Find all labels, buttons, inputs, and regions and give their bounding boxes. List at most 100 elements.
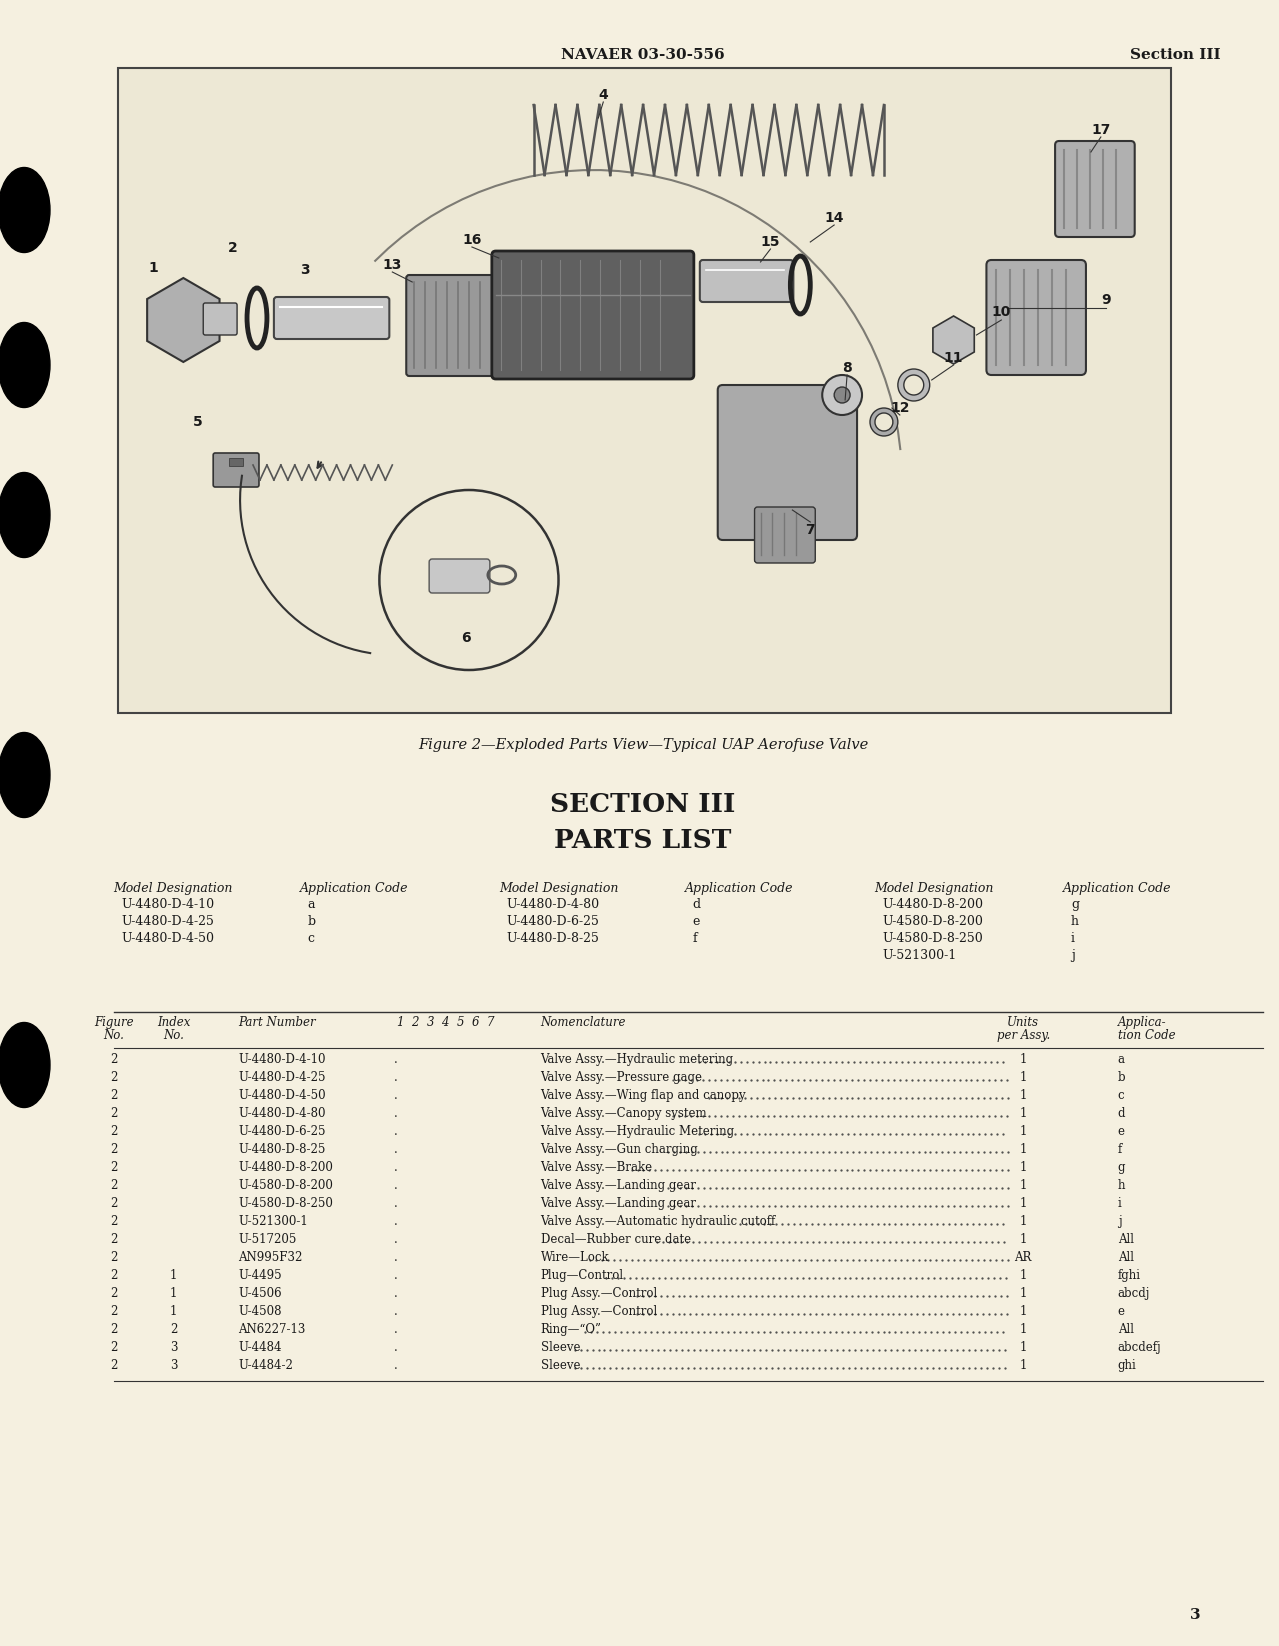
Text: f: f bbox=[693, 932, 697, 945]
Text: Model Designation: Model Designation bbox=[874, 882, 994, 895]
Text: Application Code: Application Code bbox=[299, 882, 408, 895]
Text: U-521300-1: U-521300-1 bbox=[238, 1215, 308, 1228]
Text: 6: 6 bbox=[462, 630, 471, 645]
FancyBboxPatch shape bbox=[700, 260, 793, 301]
Text: U-4506: U-4506 bbox=[238, 1287, 281, 1300]
Text: 10: 10 bbox=[991, 305, 1010, 319]
Text: All: All bbox=[1118, 1251, 1133, 1264]
Text: 7: 7 bbox=[806, 523, 815, 537]
Text: U-4480-D-8-25: U-4480-D-8-25 bbox=[506, 932, 600, 945]
Text: Decal—Rubber cure date: Decal—Rubber cure date bbox=[541, 1233, 691, 1246]
Text: 12: 12 bbox=[890, 402, 909, 415]
Text: 1: 1 bbox=[1019, 1108, 1027, 1119]
Text: 2: 2 bbox=[110, 1197, 118, 1210]
Text: Valve Assy.—Gun charging: Valve Assy.—Gun charging bbox=[541, 1142, 698, 1155]
Text: 1  2  3  4  5  6  7: 1 2 3 4 5 6 7 bbox=[398, 1016, 495, 1029]
FancyBboxPatch shape bbox=[492, 250, 693, 379]
Text: tion Code: tion Code bbox=[1118, 1029, 1175, 1042]
Text: .: . bbox=[394, 1108, 398, 1119]
Text: 2: 2 bbox=[110, 1072, 118, 1085]
Text: .: . bbox=[394, 1090, 398, 1103]
Text: PARTS LIST: PARTS LIST bbox=[554, 828, 732, 853]
Text: 2: 2 bbox=[110, 1124, 118, 1137]
Text: 2: 2 bbox=[228, 240, 238, 255]
Text: 2: 2 bbox=[170, 1323, 177, 1337]
FancyBboxPatch shape bbox=[755, 507, 815, 563]
Text: .: . bbox=[394, 1269, 398, 1282]
Text: 1: 1 bbox=[1019, 1053, 1027, 1067]
Ellipse shape bbox=[0, 732, 50, 818]
Text: 2: 2 bbox=[110, 1160, 118, 1174]
Text: Valve Assy.—Wing flap and canopy: Valve Assy.—Wing flap and canopy bbox=[541, 1090, 746, 1103]
Text: U-4580-D-8-250: U-4580-D-8-250 bbox=[238, 1197, 333, 1210]
Text: i: i bbox=[1118, 1197, 1122, 1210]
Text: 2: 2 bbox=[110, 1142, 118, 1155]
Text: 2: 2 bbox=[110, 1323, 118, 1337]
Text: .: . bbox=[394, 1233, 398, 1246]
Text: 1: 1 bbox=[1019, 1090, 1027, 1103]
Text: 2: 2 bbox=[110, 1360, 118, 1373]
Text: 2: 2 bbox=[110, 1305, 118, 1318]
Text: Plug—Control: Plug—Control bbox=[541, 1269, 624, 1282]
Text: AR: AR bbox=[1014, 1251, 1032, 1264]
Text: U-4480-D-8-200: U-4480-D-8-200 bbox=[883, 899, 984, 910]
Text: U-4480-D-6-25: U-4480-D-6-25 bbox=[238, 1124, 326, 1137]
Text: 3: 3 bbox=[301, 263, 310, 277]
Text: Application Code: Application Code bbox=[684, 882, 793, 895]
Text: .: . bbox=[394, 1341, 398, 1355]
Text: 3: 3 bbox=[1189, 1608, 1201, 1621]
Text: AN6227-13: AN6227-13 bbox=[238, 1323, 306, 1337]
FancyBboxPatch shape bbox=[718, 385, 857, 540]
Text: Valve Assy.—Landing gear: Valve Assy.—Landing gear bbox=[541, 1179, 697, 1192]
Text: Valve Assy.—Landing gear: Valve Assy.—Landing gear bbox=[541, 1197, 697, 1210]
Text: f: f bbox=[1118, 1142, 1122, 1155]
Text: Section III: Section III bbox=[1129, 48, 1220, 63]
Text: AN995F32: AN995F32 bbox=[238, 1251, 302, 1264]
Text: .: . bbox=[394, 1305, 398, 1318]
Text: Ring—“O”: Ring—“O” bbox=[541, 1323, 601, 1337]
Text: 11: 11 bbox=[944, 351, 963, 365]
Text: 1: 1 bbox=[1019, 1197, 1027, 1210]
Text: 2: 2 bbox=[110, 1215, 118, 1228]
Text: Index: Index bbox=[157, 1016, 191, 1029]
Text: i: i bbox=[1071, 932, 1076, 945]
Text: Wire—Lock: Wire—Lock bbox=[541, 1251, 609, 1264]
Text: 2: 2 bbox=[110, 1233, 118, 1246]
Text: d: d bbox=[1118, 1108, 1126, 1119]
Text: Part Number: Part Number bbox=[238, 1016, 316, 1029]
Text: d: d bbox=[693, 899, 701, 910]
Text: 1: 1 bbox=[1019, 1287, 1027, 1300]
Text: 2: 2 bbox=[110, 1251, 118, 1264]
Text: Plug Assy.—Control: Plug Assy.—Control bbox=[541, 1305, 657, 1318]
Text: Valve Assy.—Hydraulic metering: Valve Assy.—Hydraulic metering bbox=[541, 1053, 734, 1067]
Text: All: All bbox=[1118, 1323, 1133, 1337]
Text: Applica-: Applica- bbox=[1118, 1016, 1166, 1029]
Text: U-517205: U-517205 bbox=[238, 1233, 297, 1246]
Text: per Assy.: per Assy. bbox=[996, 1029, 1050, 1042]
Text: U-4480-D-4-10: U-4480-D-4-10 bbox=[238, 1053, 326, 1067]
Text: Model Designation: Model Designation bbox=[499, 882, 618, 895]
Text: U-4480-D-4-50: U-4480-D-4-50 bbox=[238, 1090, 326, 1103]
Text: a: a bbox=[1118, 1053, 1124, 1067]
FancyBboxPatch shape bbox=[407, 275, 501, 375]
Text: 1: 1 bbox=[1019, 1269, 1027, 1282]
Text: 1: 1 bbox=[1019, 1072, 1027, 1085]
Text: 2: 2 bbox=[110, 1287, 118, 1300]
Text: .: . bbox=[394, 1323, 398, 1337]
Text: abcdefj: abcdefj bbox=[1118, 1341, 1161, 1355]
Ellipse shape bbox=[0, 168, 50, 252]
Text: .: . bbox=[394, 1142, 398, 1155]
Text: j: j bbox=[1071, 950, 1074, 961]
Text: U-4508: U-4508 bbox=[238, 1305, 281, 1318]
Text: 1: 1 bbox=[1019, 1305, 1027, 1318]
Ellipse shape bbox=[0, 1022, 50, 1108]
Text: 3: 3 bbox=[170, 1341, 177, 1355]
Text: c: c bbox=[308, 932, 315, 945]
Text: 2: 2 bbox=[110, 1090, 118, 1103]
FancyBboxPatch shape bbox=[1055, 142, 1134, 237]
Text: U-4580-D-8-250: U-4580-D-8-250 bbox=[883, 932, 982, 945]
Text: 1: 1 bbox=[148, 262, 159, 275]
Bar bbox=[229, 458, 243, 466]
Text: 1: 1 bbox=[1019, 1215, 1027, 1228]
Text: c: c bbox=[1118, 1090, 1124, 1103]
